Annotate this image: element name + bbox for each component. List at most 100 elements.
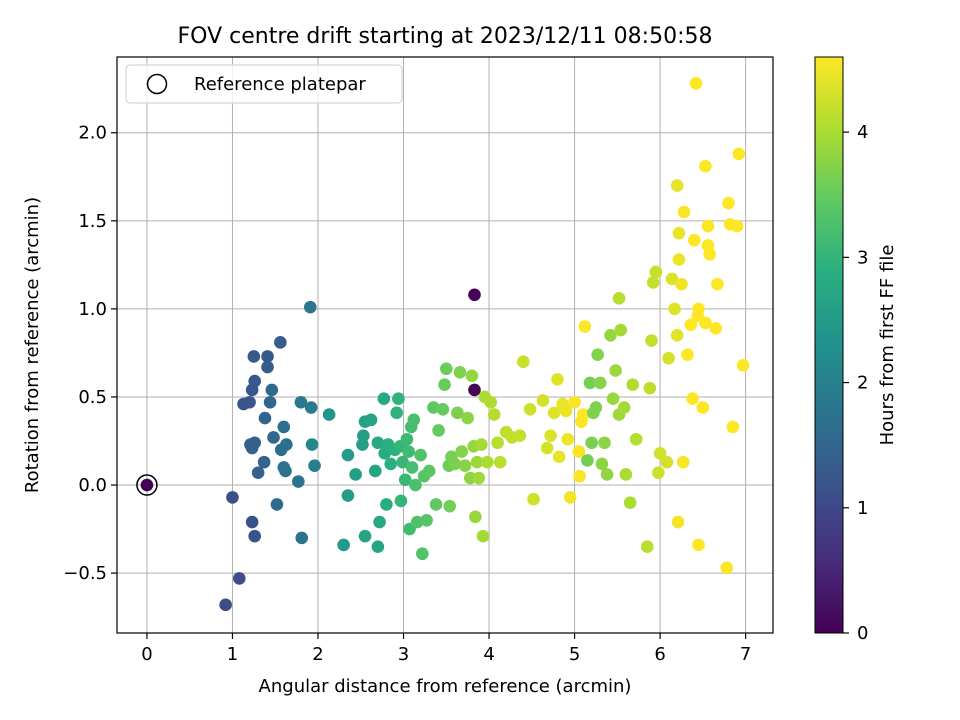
x-tick-label: 1 — [227, 644, 238, 665]
data-point — [410, 515, 424, 529]
data-point — [455, 445, 468, 458]
data-point — [578, 320, 592, 333]
data-point — [226, 491, 239, 504]
data-point — [470, 455, 484, 469]
data-point — [465, 369, 479, 383]
x-tick-label: 5 — [569, 644, 580, 665]
data-point — [604, 329, 617, 342]
data-point — [703, 247, 717, 261]
data-point — [219, 598, 232, 612]
data-point — [396, 455, 409, 469]
data-point — [472, 471, 486, 485]
data-point — [392, 392, 405, 406]
data-point — [308, 459, 321, 472]
data-point — [689, 77, 703, 90]
data-point — [593, 376, 607, 390]
y-tick-label: 0.0 — [78, 475, 107, 496]
data-point — [671, 515, 685, 529]
data-point — [643, 381, 657, 395]
data-point — [429, 498, 443, 511]
data-point — [701, 219, 715, 233]
data-point — [559, 404, 573, 418]
data-point — [568, 395, 581, 409]
data-point — [267, 431, 280, 444]
legend-marker-icon — [146, 73, 168, 95]
data-point — [481, 455, 494, 469]
y-tick-label: 2.0 — [78, 123, 107, 144]
data-point — [672, 253, 686, 266]
data-point — [681, 348, 694, 361]
y-tick-label: 0.5 — [78, 387, 107, 408]
colorbar-tick-label: 3 — [857, 247, 868, 268]
data-point — [357, 429, 370, 443]
data-point — [726, 420, 740, 434]
data-point — [263, 395, 277, 409]
data-point — [451, 406, 464, 420]
data-point — [720, 561, 734, 575]
data-point — [294, 395, 308, 409]
y-tick-label: 1.0 — [78, 299, 107, 320]
x-tick-label: 6 — [654, 644, 665, 665]
data-point — [453, 366, 467, 379]
colorbar-label: Hours from first FF file — [877, 245, 898, 446]
data-point — [261, 350, 274, 363]
data-point — [692, 538, 705, 552]
data-point — [247, 350, 261, 363]
colorbar-gradient — [814, 56, 844, 634]
data-point — [581, 454, 594, 467]
data-point — [563, 491, 577, 504]
data-point — [516, 355, 530, 369]
data-point — [540, 441, 554, 455]
colorbar-tick-label: 1 — [857, 498, 868, 519]
data-point — [484, 395, 498, 409]
data-point — [653, 447, 667, 460]
data-point — [629, 432, 643, 446]
y-axis: −0.5 0.0 0.5 1.0 1.5 2.0 — [63, 123, 117, 584]
colorbar-ticks: 0 1 2 3 4 — [843, 122, 868, 644]
data-point — [377, 392, 391, 406]
chart-title: FOV centre drift starting at 2023/12/11 … — [178, 24, 713, 49]
y-tick-label: 1.5 — [78, 211, 107, 232]
data-point — [589, 401, 603, 414]
data-point — [649, 265, 663, 279]
data-point — [476, 529, 490, 543]
data-point — [251, 466, 265, 480]
data-point — [279, 464, 292, 478]
data-point — [400, 432, 414, 446]
data-point — [422, 464, 436, 478]
data-point — [527, 492, 540, 506]
data-point — [295, 531, 309, 545]
data-point — [394, 494, 408, 508]
y-axis-label: Rotation from reference (arcmin) — [22, 197, 43, 493]
data-point — [398, 473, 412, 487]
data-point — [688, 233, 701, 247]
data-point — [402, 445, 415, 458]
legend-label: Reference platepar — [194, 74, 366, 95]
data-point — [600, 468, 614, 481]
data-point — [380, 498, 393, 511]
data-point — [341, 448, 355, 462]
data-point — [420, 513, 433, 527]
x-tick-label: 0 — [141, 644, 152, 665]
data-point — [439, 362, 453, 376]
data-point — [523, 402, 537, 416]
data-point — [612, 292, 626, 305]
data-point — [668, 302, 681, 316]
data-point — [551, 373, 564, 386]
data-point — [609, 364, 622, 377]
data-point — [583, 376, 597, 390]
data-point — [736, 358, 750, 372]
data-point — [623, 496, 637, 509]
data-point — [243, 395, 256, 409]
data-point — [475, 438, 488, 451]
data-point — [414, 448, 427, 462]
data-point — [364, 413, 378, 427]
data-point — [248, 374, 262, 388]
data-point — [140, 478, 154, 492]
data-point — [458, 459, 472, 472]
x-tick-label: 2 — [312, 644, 323, 665]
data-point — [270, 498, 284, 511]
data-point — [652, 466, 665, 480]
data-point — [258, 411, 272, 425]
data-point — [491, 436, 504, 450]
